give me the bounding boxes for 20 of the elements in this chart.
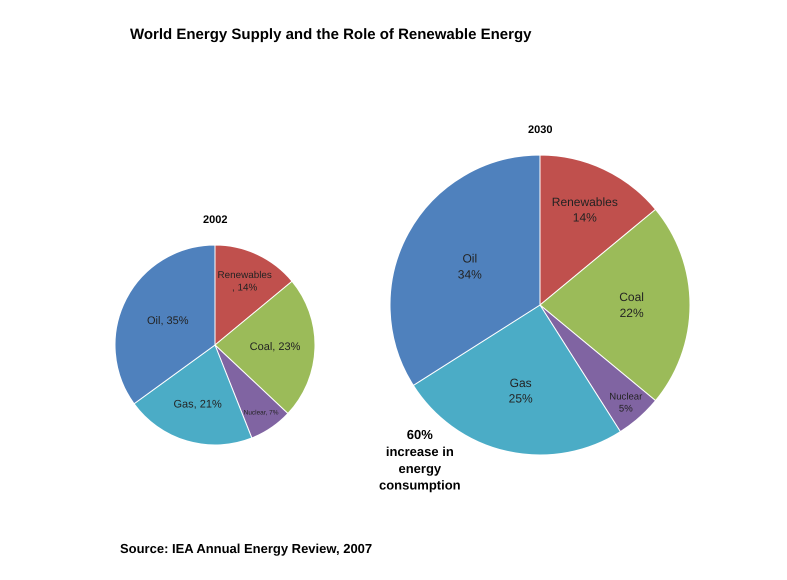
slice-label: Gas: [510, 376, 532, 390]
data-label: 14%: [572, 210, 598, 225]
slice-label: Coal: [619, 290, 644, 304]
chart-title: 2002: [203, 214, 228, 226]
slice-label: Renewables: [217, 270, 272, 281]
data-label: , 14%: [232, 282, 258, 294]
data-label: 22%: [620, 306, 644, 320]
source-note: Source: IEA Annual Energy Review, 2007: [120, 541, 372, 556]
data-label: 5%: [618, 404, 634, 415]
text: World Energy Supply and the Role of Renewable Energy: [130, 26, 532, 43]
slice-label: Gas, 21%: [173, 398, 222, 411]
chart-title: 2030: [528, 124, 552, 136]
slice-label: Renewables: [552, 195, 618, 210]
slice-label: Oil: [462, 252, 478, 266]
slice-label: Oil, 35%: [146, 314, 189, 327]
slice-label: Nuclear: [609, 391, 644, 402]
text: 60% increase in energy consumption: [379, 427, 461, 493]
slice-label: Coal, 23%: [250, 340, 301, 353]
data-label: 34%: [458, 267, 482, 282]
data-label: 25%: [508, 392, 534, 406]
